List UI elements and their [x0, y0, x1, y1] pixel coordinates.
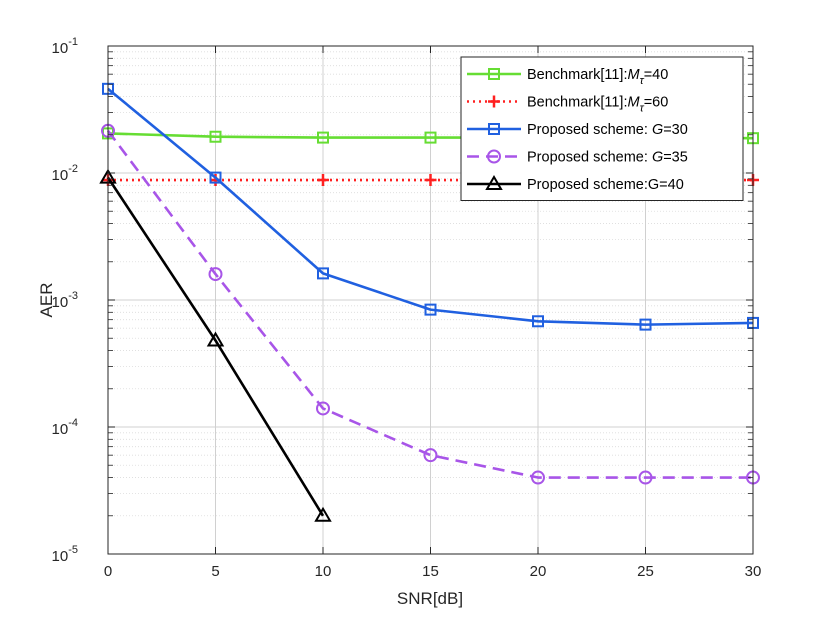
- x-tick-label: 20: [530, 563, 547, 580]
- legend-swatch-marker: [488, 123, 500, 135]
- series-1-point: [424, 131, 437, 144]
- x-tick-label: 0: [104, 563, 112, 580]
- y-tick-label: 10-3: [52, 290, 78, 311]
- legend-swatch-marker: [488, 95, 500, 108]
- y-tick-label: 10-5: [52, 544, 78, 565]
- series-3-line: [107, 87, 754, 326]
- x-tick-label: 10: [315, 563, 332, 580]
- legend-swatch-marker: [485, 175, 503, 190]
- series-3-point: [424, 303, 437, 316]
- legend: Benchmark[11]:Mτ=40 Benchmark[11]:Mτ=60 Pr…: [460, 56, 744, 201]
- series-4-point: [316, 401, 330, 416]
- y-tick-label: 10-2: [52, 163, 78, 184]
- axes: 10-5 10-4 10-3 10-2 10-1 0 5 10 15 20 25 30: [52, 36, 762, 580]
- legend-entry-label: Benchmark[11]:Mτ=40: [527, 67, 668, 87]
- series-4-point: [423, 448, 438, 463]
- legend-entry-label: Benchmark[11]:Mτ=60: [527, 95, 668, 115]
- legend-entry-label: Proposed scheme: G=35: [527, 150, 688, 166]
- y-tick-label: 10-1: [52, 36, 78, 57]
- series-3-point: [209, 171, 222, 184]
- x-tick-label: 15: [422, 563, 439, 580]
- series-1-point: [317, 131, 329, 144]
- series-5-point: [314, 506, 332, 522]
- legend-swatch-marker: [487, 149, 501, 164]
- series-4-point: [638, 470, 653, 485]
- x-tick-label: 5: [211, 563, 219, 580]
- x-tick-label: 25: [637, 563, 654, 580]
- legend-entry-label: Proposed scheme:G=40: [527, 177, 684, 193]
- series-2-point: [424, 174, 437, 187]
- series-3-point: [532, 315, 544, 328]
- series-4-line: [106, 130, 753, 479]
- series-4-point: [208, 267, 223, 282]
- series-3: [102, 82, 759, 331]
- series-5-point: [206, 331, 225, 347]
- x-axis-label: SNR[dB]: [397, 589, 463, 608]
- series-2-point: [317, 174, 329, 187]
- series-5-line: [106, 176, 325, 517]
- series-3-point: [639, 318, 652, 331]
- x-tick-label: 30: [745, 563, 762, 580]
- y-axis-label: AER: [37, 283, 56, 318]
- y-tick-label: 10-4: [52, 417, 78, 438]
- series-3-point: [317, 267, 329, 280]
- series-4-point: [531, 470, 545, 485]
- legend-entry-label: Proposed scheme: G=30: [527, 122, 688, 138]
- legend-swatch-marker: [488, 68, 500, 80]
- series-1-point: [209, 130, 222, 143]
